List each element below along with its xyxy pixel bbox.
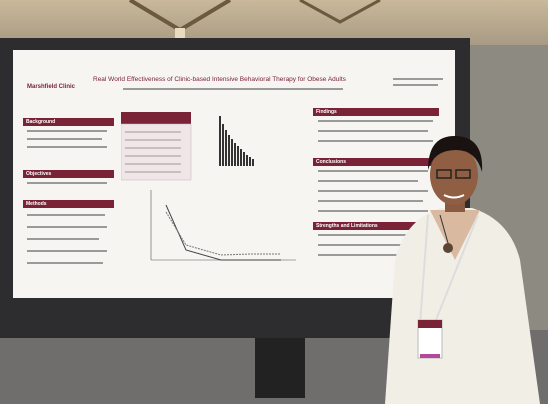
section-heading: Strengths and Limitations <box>313 222 439 230</box>
text-line <box>123 88 343 90</box>
text-line <box>27 182 107 184</box>
text-line <box>318 120 433 122</box>
text-line <box>318 254 413 256</box>
ceiling-beams <box>128 0 381 40</box>
text-line <box>318 244 428 246</box>
ceiling <box>0 0 548 45</box>
text-line <box>318 140 433 142</box>
poster: Marshfield Clinic Real World Effectivene… <box>13 50 455 298</box>
text-line <box>318 170 428 172</box>
poster-logo: Marshfield Clinic <box>27 84 76 90</box>
text-line <box>27 226 107 228</box>
text-line <box>318 200 423 202</box>
person-legs <box>255 338 305 398</box>
text-line <box>27 146 107 148</box>
text-line <box>27 262 103 264</box>
text-line <box>318 234 418 236</box>
section-heading: Findings <box>313 108 439 116</box>
text-line <box>318 190 428 192</box>
section-heading: Conclusions <box>313 158 439 166</box>
text-line <box>318 180 418 182</box>
poster-title: Real World Effectiveness of Clinic-based… <box>93 76 346 83</box>
text-line <box>27 138 102 140</box>
text-line <box>27 250 107 252</box>
text-line <box>393 78 443 80</box>
section-heading: Objectives <box>23 170 114 178</box>
text-line <box>393 84 438 86</box>
text-line <box>318 210 428 212</box>
text-line <box>27 238 99 240</box>
text-line <box>27 214 105 216</box>
poster-figures <box>121 112 296 261</box>
text-line <box>27 130 107 132</box>
section-heading: Methods <box>23 200 114 208</box>
text-line <box>318 130 428 132</box>
section-heading: Background <box>23 118 114 126</box>
